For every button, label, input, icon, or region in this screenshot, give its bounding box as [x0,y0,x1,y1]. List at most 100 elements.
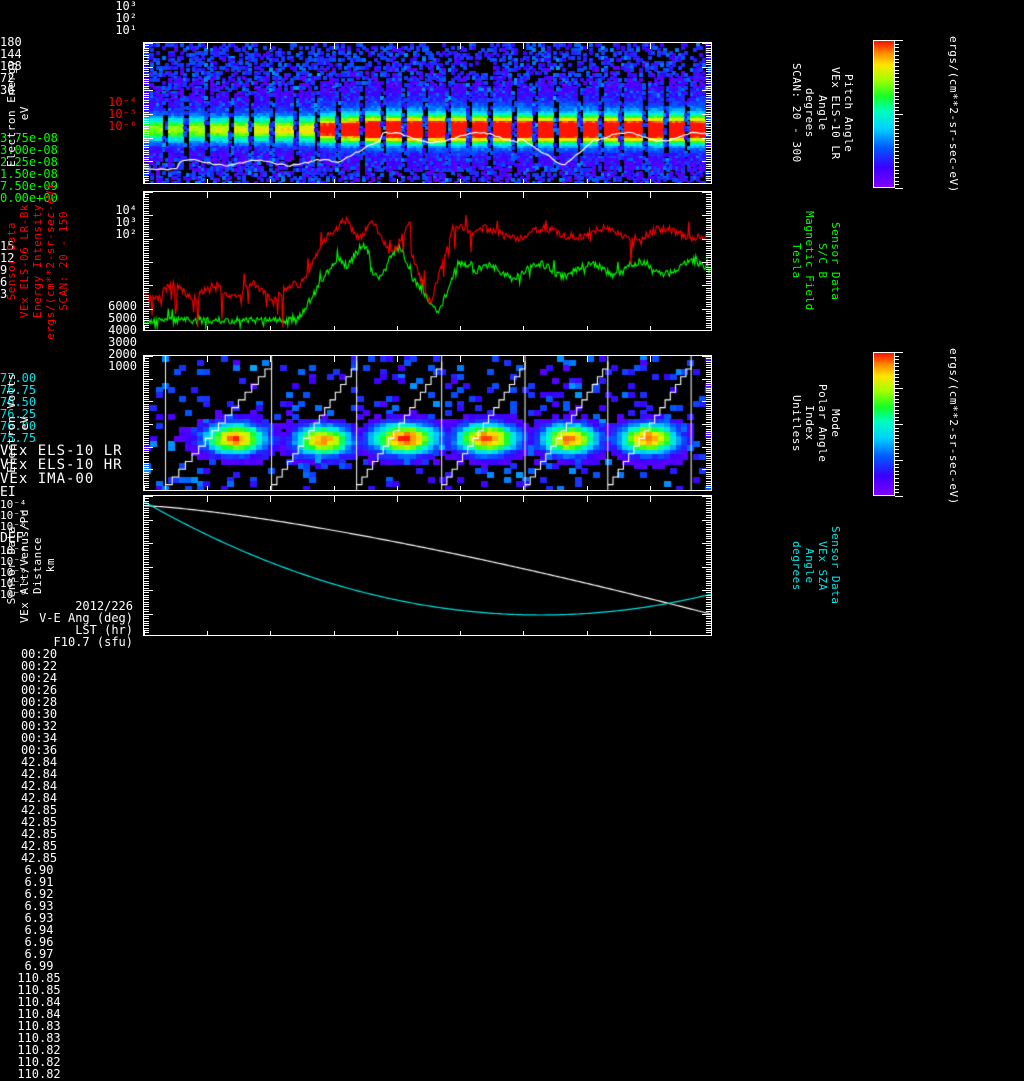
axis-tick [144,467,149,468]
axis-tick [144,576,149,577]
colorbar-def [873,352,895,496]
axis-tick [144,105,149,106]
axis-tick [706,278,711,279]
axis-tick [706,571,711,572]
bottom-cell: 110.82 [17,1043,61,1057]
axis-name-line: Sensor Data [5,526,18,605]
bottom-cell: 110.84 [17,995,61,1009]
axis-name-line: Energy Intensity [31,204,44,318]
bottom-cell: 42.85 [20,827,58,841]
altitude-sza-canvas [144,496,711,635]
axis-tick [144,460,149,461]
axis-tick [706,283,711,284]
axis-tick-x [207,486,208,490]
axis-tick [706,176,711,177]
axis-tick [144,481,149,482]
axis-name-altitude-sza-r: Sensor Data VEx SZA Angle degrees [790,495,842,636]
axis-tick [706,243,711,244]
axis-tick-x [587,192,588,198]
axis-tick [144,469,153,470]
axis-tick [706,79,711,80]
colorbar-tick [895,144,899,145]
axis-tick [144,611,149,612]
axis-tick-x [397,326,398,330]
axis-tick [144,157,149,158]
axis-tick-x [270,631,271,635]
axis-tick [706,183,711,184]
colorbar-tick [895,489,899,490]
axis-tick [144,370,149,371]
axis-tick [706,599,711,600]
axis-name-line: Sensor Data [5,221,18,301]
axis-tick-x [587,486,588,490]
axis-tick [706,630,711,631]
axis-tick-x [334,496,335,502]
axis-tick [144,431,149,432]
axis-tick [144,218,149,219]
colorbar-tick [895,51,899,52]
colorbar-tick [895,96,899,97]
axis-tick [706,55,711,56]
axis-tick [144,318,149,319]
axis-tick [144,48,149,49]
axis-tick [144,173,149,174]
axis-tick [144,361,149,362]
colorbar-tick [895,121,899,122]
axis-tick [706,505,711,506]
axis-tick [144,281,149,282]
axis-tick [144,602,149,603]
axis-tick [706,529,711,530]
axis-name-line: degrees [790,540,803,591]
axis-tick [706,295,711,296]
colorbar-units: ergs/(cm**2-sr-sec-eV) [947,36,960,193]
bottom-cell: 6.93 [24,899,54,913]
axis-tick [706,281,711,282]
axis-tick [144,374,149,375]
axis-tick [144,69,149,70]
axis-tick-x [144,43,145,49]
axis-tick [706,166,711,167]
bottom-cell: 110.82 [17,1055,61,1069]
axis-tick [706,555,711,556]
bottom-cell: 42.85 [20,803,58,817]
axis-tick [706,253,711,254]
axis-tick [144,140,149,141]
axis-tick [702,567,711,568]
axis-tick [144,311,149,312]
colorbar-tick [895,417,899,418]
axis-tick [706,180,711,181]
axis-tick [706,370,711,371]
axis-tick [706,257,711,258]
axis-tick [144,267,149,268]
colorbar-tick [895,456,899,457]
axis-tick-x [650,356,651,362]
colorbar-tick [895,464,899,465]
colorbar-tick [895,59,899,60]
axis-tick-label: 9 [0,263,8,277]
axis-tick [706,381,711,382]
axis-tick [144,399,149,400]
axis-tick [706,465,711,466]
axis-tick-x [144,356,145,362]
axis-tick [144,112,149,113]
axis-tick [706,358,711,359]
axis-tick-x [334,486,335,490]
axis-tick-x [334,326,335,330]
axis-tick [706,501,711,502]
axis-tick [706,168,711,169]
axis-tick [706,458,711,459]
axis-tick [706,611,711,612]
axis-tick-label: 36 [0,83,15,97]
axis-tick [706,107,711,108]
colorbar-tick [895,170,899,171]
axis-tick [706,487,711,488]
axis-tick [706,227,711,228]
axis-tick [144,290,149,291]
axis-tick-x [650,179,651,183]
axis-tick [144,385,149,386]
axis-tick [706,581,711,582]
axis-tick-x [270,326,271,330]
bottom-cell: 42.85 [20,851,58,865]
axis-tick [144,62,149,63]
axis-tick [706,635,711,636]
